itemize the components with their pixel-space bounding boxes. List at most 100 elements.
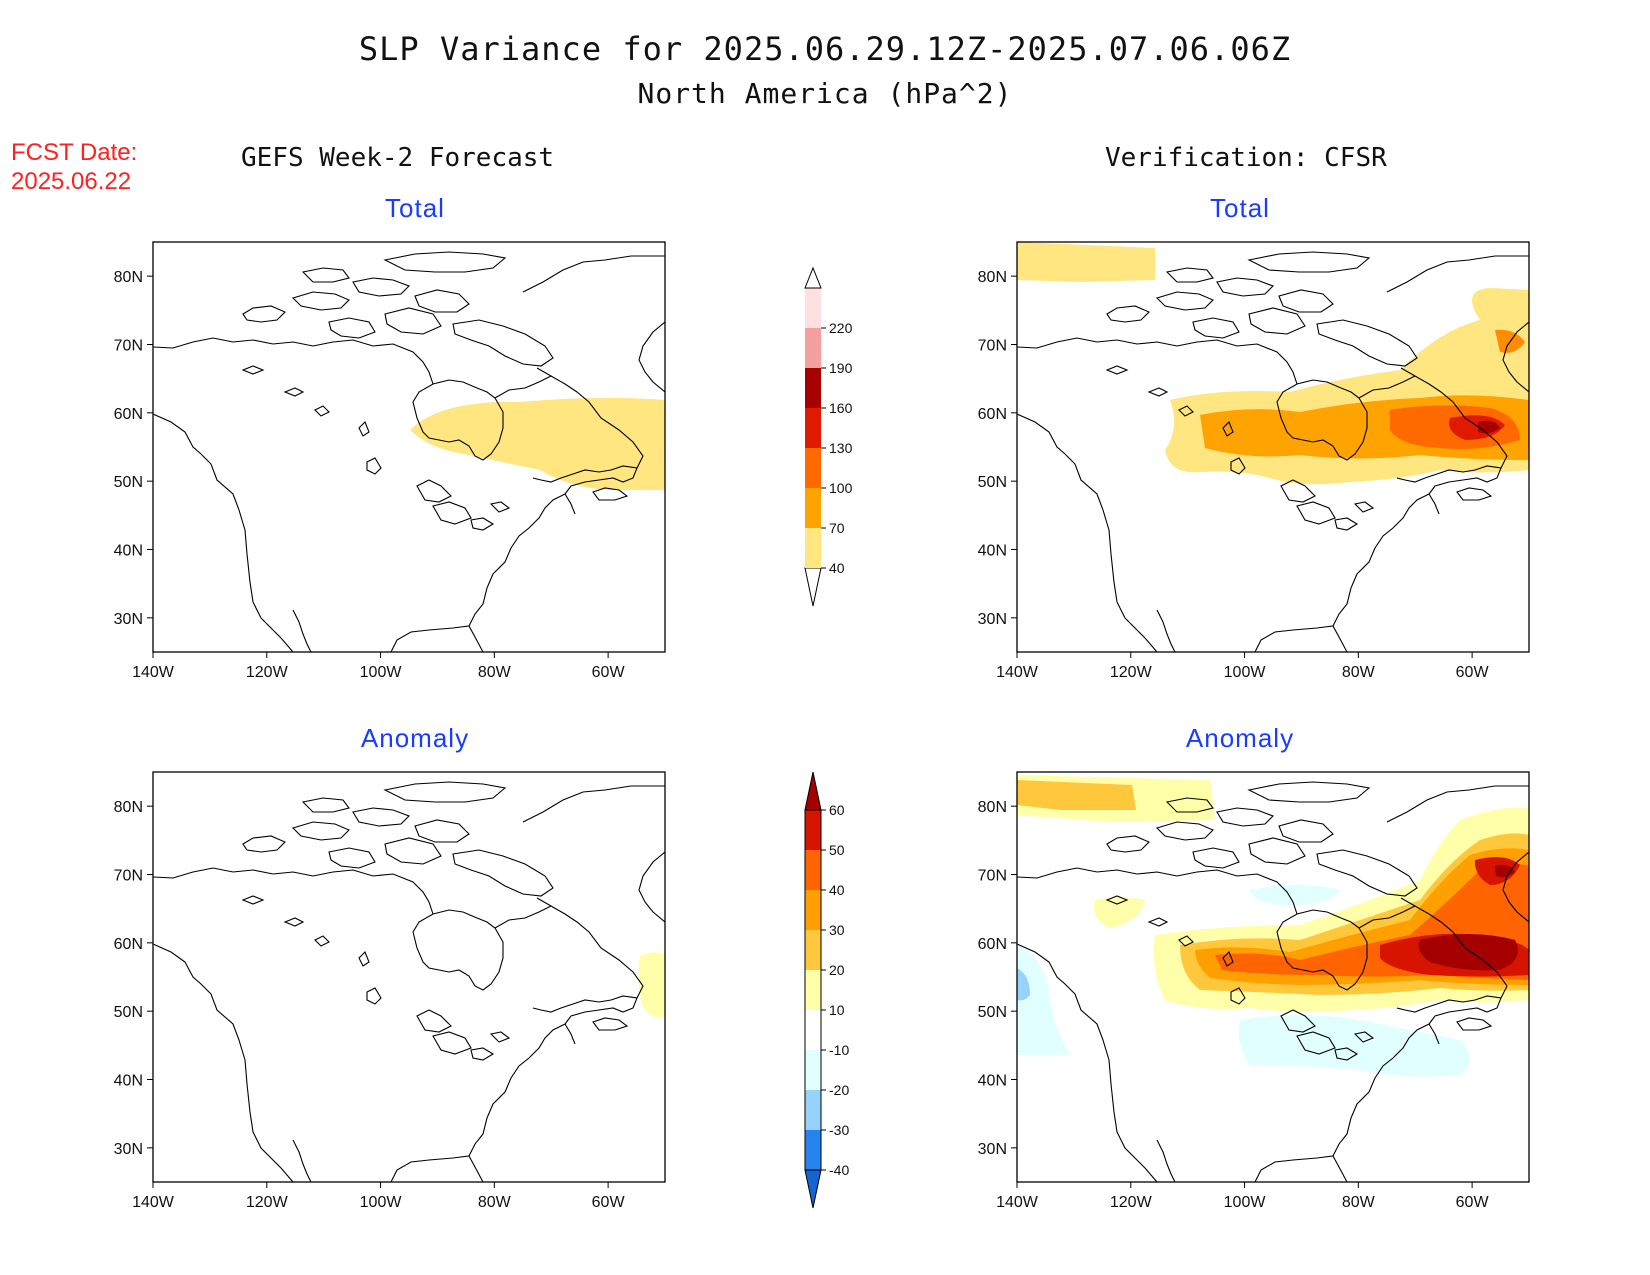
lon-tick-label: 80W [478,1194,512,1211]
lat-tick-label: 70N [978,338,1007,355]
map-frame-bl [152,771,666,1183]
lon-tick-label: 60W [592,1194,626,1211]
panel-title-br: Anomaly [1185,723,1295,753]
lon-tick-label: 120W [1110,1194,1153,1211]
anomaly-colorbar-label: -40 [829,1162,849,1178]
lat-tick-label: 80N [978,799,1007,816]
anomaly-colorbar-label: -20 [829,1082,849,1098]
panel-title-tr: Total [1210,193,1270,223]
lon-tick-label: 120W [246,1194,289,1211]
lon-tick-label: 100W [1224,664,1267,681]
lat-tick-label: 30N [978,1141,1007,1158]
lat-tick-label: 40N [978,543,1007,560]
lat-tick-label: 60N [978,406,1007,423]
left-column-heading: GEFS Week-2 Forecast [241,143,555,173]
lat-tick-label: 50N [978,474,1007,491]
lat-tick-label: 30N [114,1141,143,1158]
anomaly-colorbar-lower-triangle [804,1169,822,1209]
total-colorbar: 40 70 100 130 160 190 220 [804,266,853,607]
panel-title-bl: Anomaly [360,723,470,753]
lat-tick-label: 80N [114,799,143,816]
total-colorbar-upper-triangle [804,266,822,289]
anomaly-colorbar-upper-triangle [804,771,822,811]
lon-tick-label: 140W [996,664,1039,681]
anomaly-colorbar-label: 50 [829,842,845,858]
lat-tick-label: 70N [114,338,143,355]
lon-tick-label: 140W [132,664,175,681]
anomaly-colorbar-swatch [805,890,821,930]
map-frame-br [1016,771,1530,1183]
lat-tick-label: 50N [114,474,143,491]
main-subtitle: North America (hPa^2) [637,77,1013,110]
total-colorbar-label: 160 [829,400,853,416]
total-colorbar-swatch [805,328,821,368]
lat-tick-label: 70N [978,868,1007,885]
lon-tick-label: 80W [1342,664,1376,681]
anomaly-colorbar-label: -30 [829,1122,849,1138]
total-colorbar-lower-triangle [804,567,822,607]
lon-tick-label: 80W [478,664,512,681]
anomaly-colorbar-label: 30 [829,922,845,938]
lat-tick-label: 60N [978,936,1007,953]
anomaly-colorbar-frame [804,809,822,1171]
lat-tick-label: 50N [978,1004,1007,1021]
lon-tick-label: 80W [1342,1194,1376,1211]
total-colorbar-swatch [805,528,821,568]
total-colorbar-swatch [805,408,821,448]
lon-tick-label: 120W [246,664,289,681]
lon-tick-label: 100W [360,1194,403,1211]
main-title: SLP Variance for 2025.06.29.12Z-2025.07.… [358,30,1292,68]
total-colorbar-label: 100 [829,480,853,496]
panel-title-tl: Total [385,193,445,223]
field-bl [638,952,665,1019]
fcst-date-value: 2025.06.22 [11,168,132,195]
map-frame-tr [1016,241,1530,653]
anomaly-colorbar-label: 20 [829,962,845,978]
total-colorbar-swatch [805,288,821,328]
anomaly-colorbar-swatch [805,810,821,850]
lat-tick-label: 50N [114,1004,143,1021]
field-br [1017,775,1529,1077]
lat-tick-label: 40N [978,1073,1007,1090]
field-tl [410,397,665,490]
field-tr [1017,242,1529,485]
total-colorbar-label: 130 [829,440,853,456]
anomaly-colorbar-swatch [805,1050,821,1090]
fcst-date-label: FCST Date: [11,139,138,166]
anomaly-colorbar-label: 40 [829,882,845,898]
anomaly-colorbar-label: -10 [829,1042,849,1058]
total-colorbar-label: 70 [829,520,845,536]
lon-tick-label: 100W [360,664,403,681]
axes-layer: 80N 70N 60N 50N 40N 30N 140W 120W 100W 80W 60W 80N 7… [114,269,1490,1211]
total-colorbar-swatch [805,368,821,408]
right-column-heading: Verification: CFSR [1105,143,1387,173]
lon-tick-label: 60W [1456,1194,1490,1211]
lat-tick-label: 60N [114,406,143,423]
coastline-bl [153,781,665,1182]
lon-tick-label: 100W [1224,1194,1267,1211]
anomaly-colorbar-swatch [805,970,821,1010]
lat-tick-label: 60N [114,936,143,953]
map-frame-tl [152,241,666,653]
lon-tick-label: 120W [1110,664,1153,681]
anomaly-colorbar-swatch [805,850,821,890]
anomaly-colorbar: -40 -30 -20 -10 10 20 30 40 50 60 [804,771,849,1209]
anomaly-colorbar-label: 60 [829,802,845,818]
lat-tick-label: 40N [114,543,143,560]
lon-tick-label: 60W [592,664,626,681]
total-colorbar-swatch [805,448,821,488]
lat-tick-label: 30N [978,611,1007,628]
lat-tick-label: 80N [978,269,1007,286]
lat-tick-label: 30N [114,611,143,628]
lon-tick-label: 140W [996,1194,1039,1211]
anomaly-colorbar-swatch [805,930,821,970]
lon-tick-label: 60W [1456,664,1490,681]
anomaly-colorbar-swatch [805,1010,821,1050]
total-colorbar-swatch [805,488,821,528]
total-colorbar-label: 190 [829,360,853,376]
lon-tick-label: 140W [132,1194,175,1211]
total-colorbar-label: 40 [829,560,845,576]
lat-tick-label: 40N [114,1073,143,1090]
anomaly-colorbar-swatch [805,1130,821,1170]
anomaly-colorbar-label: 10 [829,1002,845,1018]
